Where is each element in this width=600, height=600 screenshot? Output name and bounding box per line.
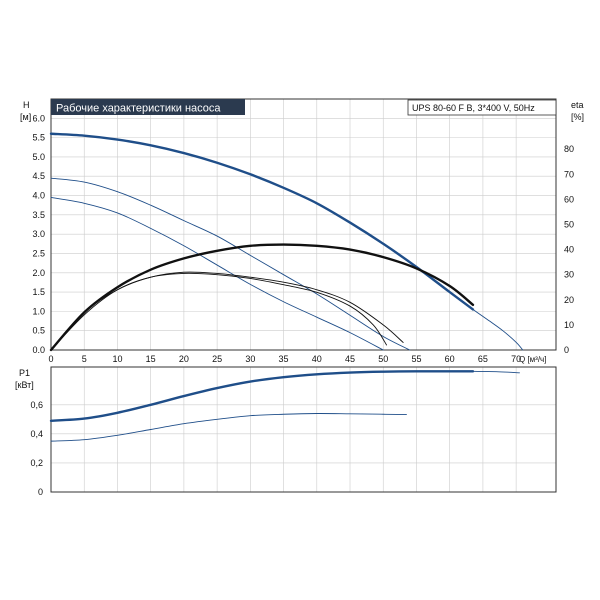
x-tick-label: 60 <box>445 354 455 364</box>
curve-P1-speed-2 <box>50 413 407 442</box>
y-axis-label-p1: P1 <box>19 368 30 378</box>
curve-H-speed-1-ext <box>472 309 524 351</box>
curve-H-speed-1 <box>49 132 475 311</box>
y2-axis-unit-eta: [%] <box>571 112 584 122</box>
x-tick-label: 0 <box>48 354 53 364</box>
y-tick-label: 6.0 <box>32 113 45 123</box>
y2-tick-label: 10 <box>564 320 574 330</box>
p1-y-tick-label: 0,6 <box>30 400 43 410</box>
x-tick-label: 5 <box>82 354 87 364</box>
x-axis-label-q: Q [м³/ч] <box>519 355 546 364</box>
top-y-tick-labels: 0.0 0.5 1.0 1.5 2.0 2.5 3.0 3.5 4.0 4.5 5.0 5.5 6.0 <box>32 113 45 355</box>
x-tick-label: 65 <box>478 354 488 364</box>
curve-eta-speed-1 <box>49 243 475 352</box>
y-tick-label: 4.5 <box>32 171 45 181</box>
chart-title: Рабочие характеристики насоса <box>56 103 221 115</box>
x-tick-label: 10 <box>112 354 122 364</box>
y2-tick-label: 60 <box>564 194 574 204</box>
top-plot-frame <box>50 98 557 351</box>
x-tick-label: 40 <box>312 354 322 364</box>
x-tick-label: 50 <box>378 354 388 364</box>
bottom-plot-frame <box>50 366 557 493</box>
y-tick-label: 5.5 <box>32 133 45 143</box>
x-tick-label: 15 <box>146 354 156 364</box>
x-tick-label: 45 <box>345 354 355 364</box>
title-background <box>51 99 245 115</box>
y-tick-label: 4.0 <box>32 191 45 201</box>
y-tick-label: 3.5 <box>32 210 45 220</box>
p1-y-tick-label: 0 <box>38 487 43 497</box>
y2-tick-label: 0 <box>564 345 569 355</box>
x-tick-label: 30 <box>245 354 255 364</box>
model-label: UPS 80-60 F B, 3*400 V, 50Hz <box>412 103 535 113</box>
y-axis-label-h: H <box>23 100 30 110</box>
x-tick-label: 35 <box>279 354 289 364</box>
curve-H-speed-3 <box>50 197 384 351</box>
curve-P1-speed-1 <box>49 370 475 422</box>
y-tick-label: 3.0 <box>32 229 45 239</box>
curve-eta-speed-3 <box>50 272 388 351</box>
curve-H-speed-2 <box>50 177 411 351</box>
curve-P1-speed-1-ext <box>472 370 520 374</box>
bottom-chart-grid <box>50 367 556 493</box>
y-tick-label: 2.5 <box>32 248 45 258</box>
bottom-y-tick-labels: 0 0,2 0,4 0,6 <box>30 400 43 497</box>
y-tick-label: 0.5 <box>32 326 45 336</box>
y2-tick-label: 80 <box>564 144 574 154</box>
y-tick-label: 1.5 <box>32 287 45 297</box>
x-tick-label: 55 <box>411 354 421 364</box>
y-tick-label: 2.0 <box>32 268 45 278</box>
y-axis-unit-p1: [кВт] <box>15 380 34 390</box>
y2-tick-label: 30 <box>564 270 574 280</box>
y-tick-label: 0.0 <box>32 345 45 355</box>
bottom-chart-series <box>49 370 520 442</box>
x-tick-label: 70 <box>511 354 521 364</box>
y2-tick-label: 40 <box>564 245 574 255</box>
top-x-tick-labels: 0 5 10 15 20 25 30 35 40 45 50 55 60 65 70 <box>48 354 521 364</box>
top-chart-series <box>49 132 524 352</box>
y2-axis-label-eta: eta <box>571 100 584 110</box>
p1-y-tick-label: 0,4 <box>30 429 43 439</box>
model-label-box <box>407 99 557 116</box>
y2-tick-label: 20 <box>564 295 574 305</box>
x-tick-label: 25 <box>212 354 222 364</box>
top-y2-tick-labels: 0 10 20 30 40 50 60 70 80 <box>564 144 574 355</box>
top-chart-grid <box>50 99 556 351</box>
curve-eta-speed-2 <box>50 271 404 351</box>
y2-tick-label: 70 <box>564 169 574 179</box>
y2-tick-label: 50 <box>564 220 574 230</box>
y-tick-label: 1.0 <box>32 306 45 316</box>
y-tick-label: 5.0 <box>32 152 45 162</box>
x-tick-label: 20 <box>179 354 189 364</box>
p1-y-tick-label: 0,2 <box>30 458 43 468</box>
y-axis-unit-h: [м] <box>20 112 31 122</box>
